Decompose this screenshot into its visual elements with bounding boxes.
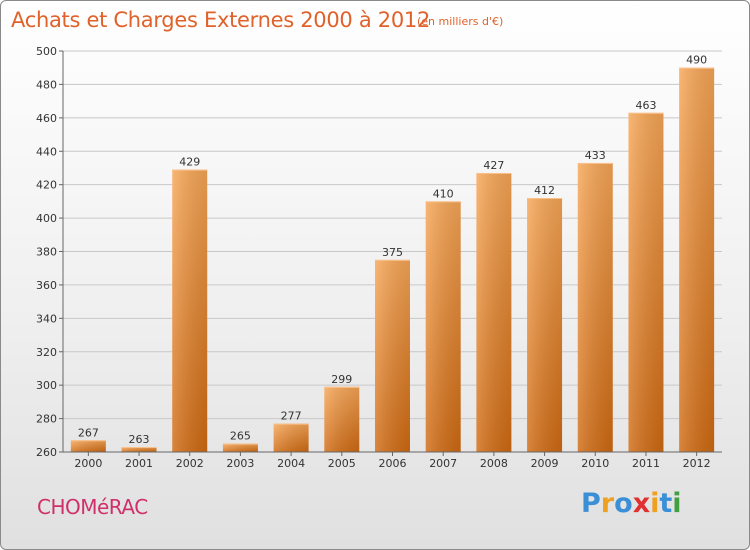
x-tick-label: 2008	[480, 457, 508, 470]
brand-letter: r	[600, 488, 615, 519]
y-tick-label: 340	[36, 312, 57, 325]
place-name: CHOMéRAC	[37, 495, 148, 519]
value-label: 463	[635, 99, 656, 112]
x-tick-label: 2007	[429, 457, 457, 470]
x-tick-label: 2003	[226, 457, 254, 470]
bar-shade	[628, 112, 664, 452]
brand-letter: i	[672, 488, 682, 519]
x-tick-label: 2005	[328, 457, 356, 470]
x-tick-label: 2012	[683, 457, 711, 470]
y-tick-label: 400	[36, 212, 57, 225]
y-tick-label: 300	[36, 379, 57, 392]
x-tick-label: 2002	[176, 457, 204, 470]
brand-letter: i	[650, 488, 660, 519]
x-tick-label: 2011	[632, 457, 660, 470]
brand-letter: t	[659, 488, 673, 519]
x-tick-label: 2000	[74, 457, 102, 470]
bar-shade	[121, 446, 157, 452]
value-label: 429	[179, 156, 200, 169]
brand-logo: Proxiti	[581, 488, 682, 519]
bar-shade	[172, 169, 208, 453]
bar-shade	[324, 386, 360, 452]
y-tick-label: 360	[36, 279, 57, 292]
chart-title: Achats et Charges Externes 2000 à 2012	[11, 8, 431, 32]
x-tick-label: 2006	[379, 457, 407, 470]
value-label: 267	[78, 426, 99, 439]
value-label: 433	[585, 149, 606, 162]
bar-shade	[425, 201, 461, 452]
bar-shade	[577, 162, 613, 452]
bar-shade	[70, 440, 106, 452]
y-tick-label: 440	[36, 145, 57, 158]
x-tick-label: 2001	[125, 457, 153, 470]
bar-shade	[222, 443, 258, 452]
value-label: 412	[534, 184, 555, 197]
x-tick-label: 2004	[277, 457, 305, 470]
y-tick-label: 500	[36, 45, 57, 58]
brand-letter: o	[614, 488, 633, 519]
y-tick-label: 260	[36, 446, 57, 459]
value-label: 263	[129, 433, 150, 446]
x-tick-label: 2010	[581, 457, 609, 470]
brand-letter: x	[632, 488, 651, 519]
brand-letter: P	[581, 488, 601, 519]
y-tick-label: 460	[36, 112, 57, 125]
x-tick-label: 2009	[531, 457, 559, 470]
y-tick-label: 420	[36, 179, 57, 192]
unit-note: (en milliers d'€)	[417, 15, 504, 28]
value-label: 410	[433, 187, 454, 200]
y-tick-label: 320	[36, 346, 57, 359]
bar-shade	[476, 172, 512, 453]
y-tick-label: 380	[36, 246, 57, 259]
value-label: 427	[483, 159, 504, 172]
value-label: 265	[230, 430, 251, 443]
value-label: 277	[281, 410, 302, 423]
value-label: 299	[331, 373, 352, 386]
y-tick-label: 280	[36, 413, 57, 426]
bar-shade	[679, 67, 715, 452]
value-label: 375	[382, 246, 403, 259]
bar-shade	[273, 423, 309, 452]
bar-shade	[527, 198, 563, 452]
bar-shade	[375, 259, 410, 452]
value-label: 490	[686, 54, 707, 67]
y-tick-label: 480	[36, 78, 57, 91]
